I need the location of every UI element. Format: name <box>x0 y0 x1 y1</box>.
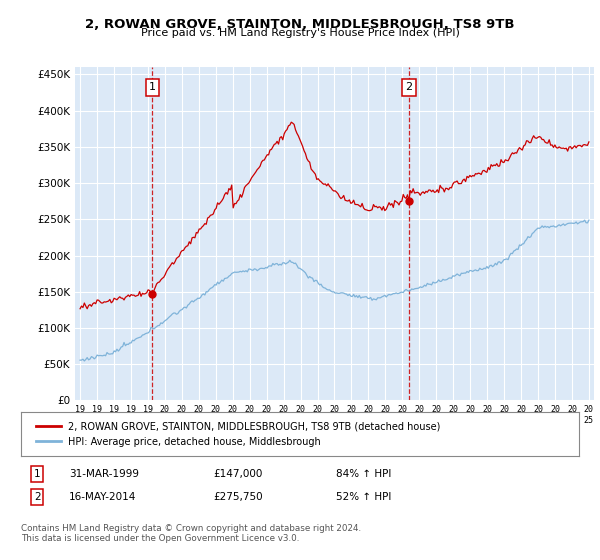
Text: 2: 2 <box>34 492 41 502</box>
Text: £275,750: £275,750 <box>213 492 263 502</box>
Text: 31-MAR-1999: 31-MAR-1999 <box>69 469 139 479</box>
Text: 1: 1 <box>149 82 156 92</box>
Text: 52% ↑ HPI: 52% ↑ HPI <box>336 492 391 502</box>
Text: Contains HM Land Registry data © Crown copyright and database right 2024.
This d: Contains HM Land Registry data © Crown c… <box>21 524 361 543</box>
Text: 2, ROWAN GROVE, STAINTON, MIDDLESBROUGH, TS8 9TB: 2, ROWAN GROVE, STAINTON, MIDDLESBROUGH,… <box>85 18 515 31</box>
Text: 2: 2 <box>406 82 412 92</box>
Text: 1: 1 <box>34 469 41 479</box>
Text: £147,000: £147,000 <box>213 469 262 479</box>
Text: 16-MAY-2014: 16-MAY-2014 <box>69 492 136 502</box>
Legend: 2, ROWAN GROVE, STAINTON, MIDDLESBROUGH, TS8 9TB (detached house), HPI: Average : 2, ROWAN GROVE, STAINTON, MIDDLESBROUGH,… <box>31 417 446 451</box>
Text: Price paid vs. HM Land Registry's House Price Index (HPI): Price paid vs. HM Land Registry's House … <box>140 28 460 38</box>
Text: 84% ↑ HPI: 84% ↑ HPI <box>336 469 391 479</box>
